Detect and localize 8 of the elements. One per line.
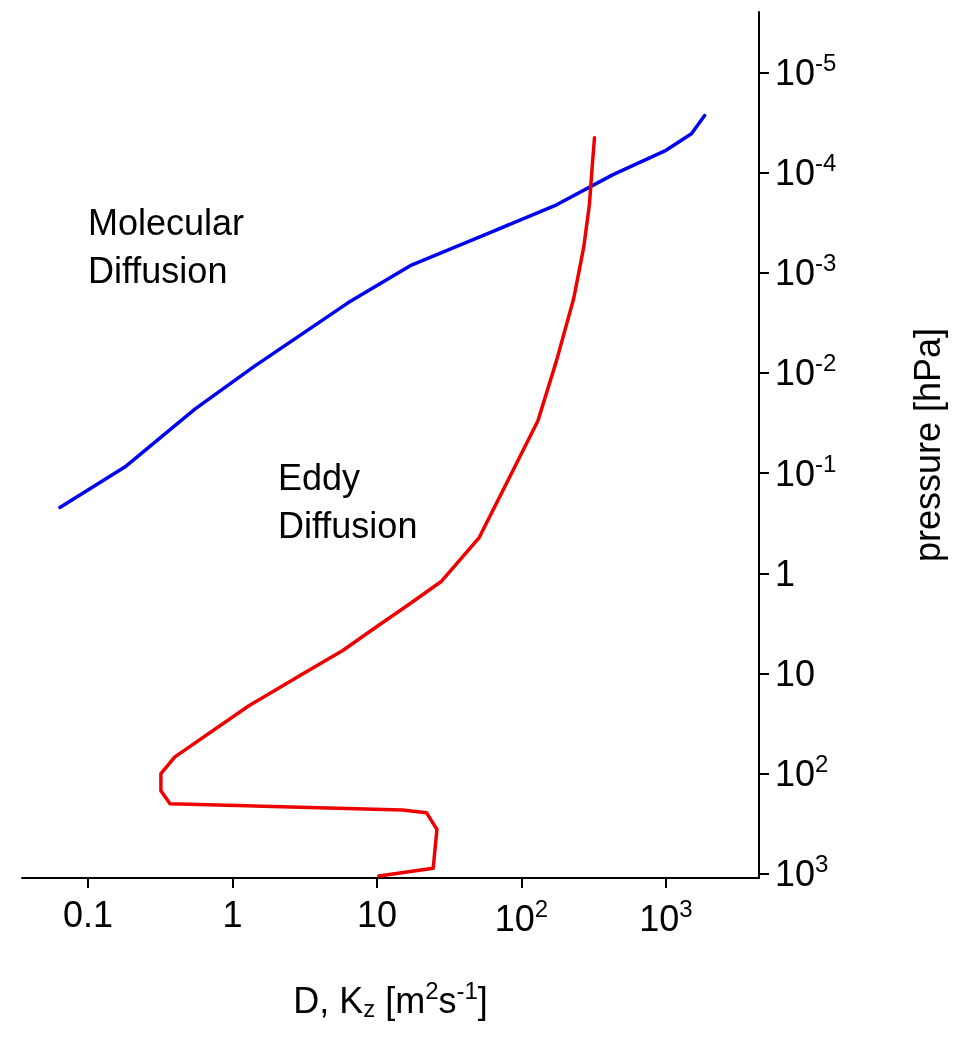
y-tick-label: 1 bbox=[775, 552, 796, 594]
series-label: Eddy Diffusion bbox=[278, 456, 418, 546]
y-tick-label: 10 bbox=[775, 652, 816, 694]
y-axis-title: pressure [hPa] bbox=[906, 327, 948, 563]
x-tick-label: 0.1 bbox=[62, 893, 113, 935]
series-label: Molecular Diffusion bbox=[88, 201, 255, 291]
x-tick-label: 1 bbox=[222, 893, 243, 935]
x-tick-label: 10 bbox=[356, 893, 397, 935]
